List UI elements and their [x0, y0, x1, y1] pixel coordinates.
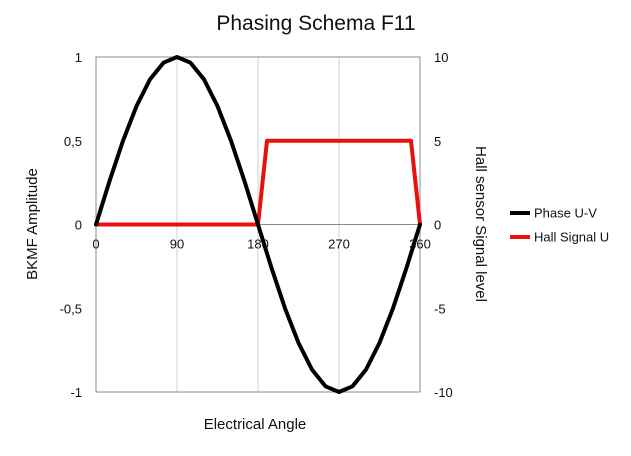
legend-label-hall-signal-u: Hall Signal U	[534, 230, 609, 245]
y-axis-ticks: 1 0,5 0 -0,5 -1	[60, 50, 82, 400]
y-tick-label: -1	[70, 385, 82, 400]
y2-tick-label: 0	[434, 218, 441, 233]
chart-title: Phasing Schema F11	[216, 12, 415, 35]
x-tick-label: 90	[170, 237, 184, 252]
y-tick-label: 0,5	[64, 134, 82, 149]
y-tick-label: 0	[75, 218, 82, 233]
y2-tick-label: -5	[434, 301, 446, 316]
x-axis-title: Electrical Angle	[204, 416, 307, 433]
y2-axis-title: Hall sensor Signal level	[472, 146, 489, 302]
x-tick-label: 270	[328, 237, 350, 252]
y2-axis-ticks: 10 5 0 -5 -10	[434, 50, 453, 400]
series-line-hall-signal-u	[94, 138, 422, 227]
legend-swatch-hall-signal-u	[510, 235, 530, 239]
y-tick-label: 1	[75, 50, 82, 65]
series-line-phase-u-v	[94, 55, 422, 394]
y2-tick-label: -10	[434, 385, 453, 400]
y-axis-title: BKMF Amplitude	[24, 168, 41, 280]
legend: Phase U-V Hall Signal U	[510, 206, 609, 245]
y2-tick-label: 5	[434, 134, 441, 149]
x-tick-label: 0	[92, 237, 99, 252]
legend-label-phase-u-v: Phase U-V	[534, 206, 597, 221]
series-layer	[94, 55, 422, 394]
y-tick-label: -0,5	[60, 301, 82, 316]
y2-tick-label: 10	[434, 50, 448, 65]
legend-swatch-phase-u-v	[510, 211, 530, 215]
